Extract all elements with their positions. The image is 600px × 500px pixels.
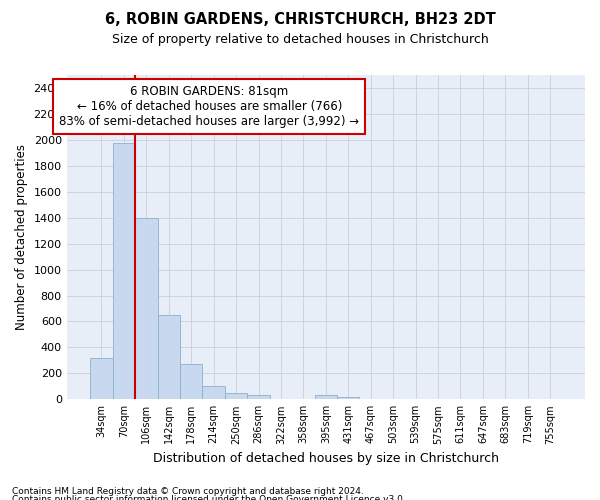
Bar xyxy=(90,358,113,400)
Y-axis label: Number of detached properties: Number of detached properties xyxy=(15,144,28,330)
Text: Contains public sector information licensed under the Open Government Licence v3: Contains public sector information licen… xyxy=(12,495,406,500)
Bar xyxy=(247,395,270,400)
Bar xyxy=(202,386,225,400)
Bar xyxy=(180,364,202,400)
Bar xyxy=(337,396,359,400)
Text: Contains HM Land Registry data © Crown copyright and database right 2024.: Contains HM Land Registry data © Crown c… xyxy=(12,488,364,496)
Bar xyxy=(158,315,180,400)
Bar xyxy=(292,398,314,400)
Text: 6, ROBIN GARDENS, CHRISTCHURCH, BH23 2DT: 6, ROBIN GARDENS, CHRISTCHURCH, BH23 2DT xyxy=(104,12,496,28)
Bar xyxy=(113,143,135,400)
Bar xyxy=(314,396,337,400)
Bar xyxy=(225,393,247,400)
Text: 6 ROBIN GARDENS: 81sqm
← 16% of detached houses are smaller (766)
83% of semi-de: 6 ROBIN GARDENS: 81sqm ← 16% of detached… xyxy=(59,84,359,128)
Text: Size of property relative to detached houses in Christchurch: Size of property relative to detached ho… xyxy=(112,32,488,46)
Bar xyxy=(135,218,158,400)
X-axis label: Distribution of detached houses by size in Christchurch: Distribution of detached houses by size … xyxy=(153,452,499,465)
Bar xyxy=(270,398,292,400)
